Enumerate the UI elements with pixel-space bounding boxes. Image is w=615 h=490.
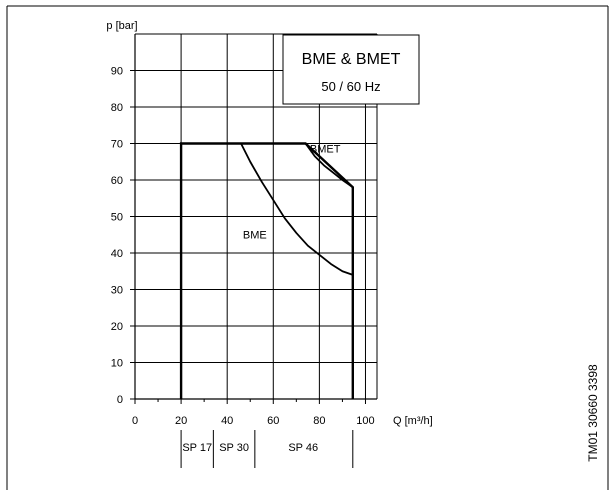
- curve-label-bmet: BMET: [310, 144, 341, 156]
- x-tick-label-60: 60: [267, 415, 279, 427]
- x-tick-label-40: 40: [221, 415, 233, 427]
- document-code: TM01 30660 3398: [586, 364, 600, 462]
- range-label-sp-30: SP 30: [219, 442, 249, 454]
- chart-subtitle: 50 / 60 Hz: [321, 79, 380, 94]
- y-tick-label-10: 10: [111, 358, 123, 370]
- range-band: SP 17 SP 30 SP 46: [180, 430, 354, 468]
- curve-label-bme: BME: [243, 229, 267, 241]
- y-tick-label-20: 20: [111, 321, 123, 333]
- range-label-sp-46: SP 46: [288, 442, 318, 454]
- y-tick-label-30: 30: [111, 285, 123, 297]
- y-tick-label-70: 70: [111, 139, 123, 151]
- plot-series: BME BMET: [179, 142, 354, 399]
- title-box: [282, 34, 420, 105]
- curve-bme: [240, 143, 354, 276]
- x-tick-label-100: 100: [356, 415, 374, 427]
- y-tick-label-40: 40: [111, 248, 123, 260]
- x-tick-label-80: 80: [313, 415, 325, 427]
- y-tick-label-90: 90: [111, 66, 123, 78]
- curve-bmet: [304, 142, 354, 189]
- range-label-sp-17: SP 17: [182, 442, 212, 454]
- y-tick-label-60: 60: [111, 175, 123, 187]
- y-tick-label-50: 50: [111, 212, 123, 224]
- x-tick-label-20: 20: [175, 415, 187, 427]
- x-axis-label: Q [m³/h]: [393, 415, 433, 427]
- y-tick-label-80: 80: [111, 102, 123, 114]
- operating-envelope: [179, 142, 354, 399]
- x-tick-label-0: 0: [132, 415, 138, 427]
- tick-labels: 0 10 20 30 40 50 60 70 80 90 0 20 40 60 80 100: [111, 66, 375, 428]
- chart-title: BME & BMET: [302, 51, 401, 68]
- axes: [130, 34, 377, 404]
- y-tick-label-0: 0: [117, 394, 123, 406]
- y-axis-label: p [bar]: [106, 20, 137, 32]
